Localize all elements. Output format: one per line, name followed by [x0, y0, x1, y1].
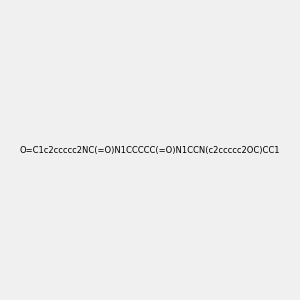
Text: O=C1c2ccccc2NC(=O)N1CCCCC(=O)N1CCN(c2ccccc2OC)CC1: O=C1c2ccccc2NC(=O)N1CCCCC(=O)N1CCN(c2ccc… [20, 146, 280, 154]
